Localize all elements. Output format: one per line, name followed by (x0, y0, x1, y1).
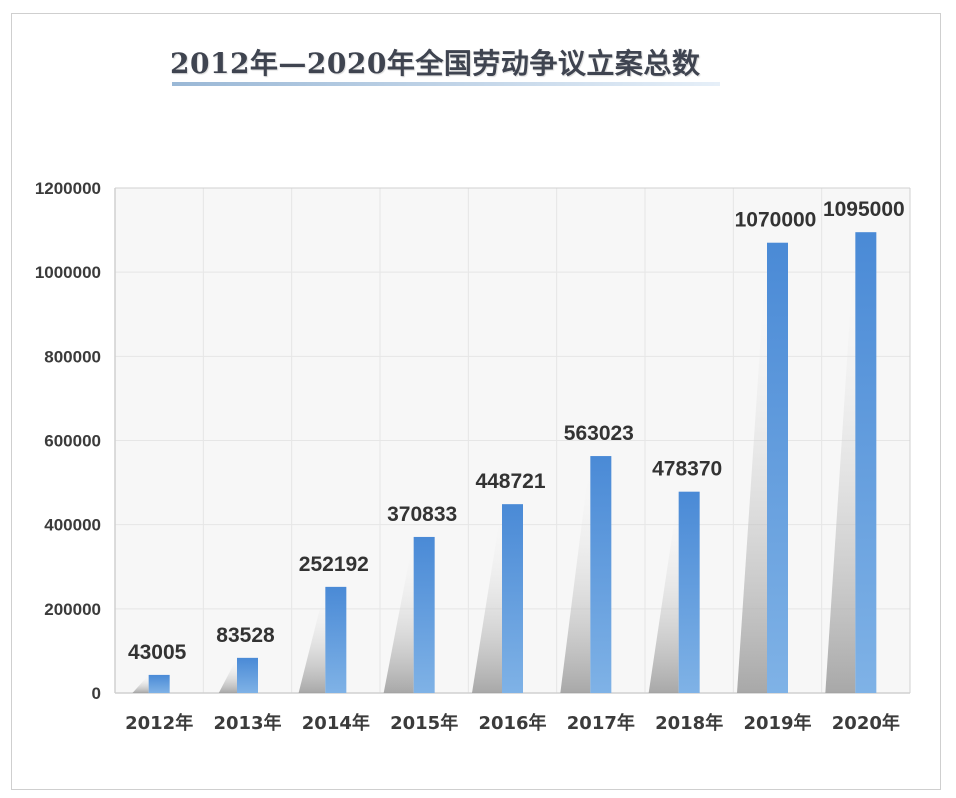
bars (148, 232, 877, 694)
chart-title: 2012年—2020年全国劳动争议立案总数 (170, 47, 701, 80)
bar (325, 586, 347, 693)
x-category-label: 2017年 (567, 712, 635, 734)
data-label: 43005 (128, 641, 187, 664)
bar (590, 456, 612, 693)
bar (855, 232, 877, 693)
x-category-label: 2012年 (125, 712, 193, 734)
bar-shadow (132, 674, 149, 693)
bar (767, 242, 788, 694)
bar-shadow (383, 536, 414, 693)
y-tick-label: 600000 (44, 432, 101, 451)
x-category-label: 2020年 (832, 712, 900, 734)
x-category-label: 2018年 (655, 712, 723, 734)
y-tick-label: 1000000 (35, 263, 101, 282)
bar-shadow (825, 232, 856, 693)
y-tick-label: 0 (92, 684, 101, 703)
data-label: 1095000 (823, 198, 905, 221)
x-category-label: 2013年 (213, 712, 281, 734)
data-label: 478370 (652, 458, 722, 481)
title-underline (172, 82, 720, 86)
x-category-label: 2019年 (743, 712, 811, 734)
data-label: 448721 (475, 470, 545, 493)
bar-shadows (132, 232, 856, 694)
x-category-label: 2015年 (390, 712, 458, 734)
data-label: 563023 (564, 422, 634, 445)
bar (148, 674, 170, 693)
bar (502, 504, 523, 693)
data-label: 252192 (299, 553, 369, 576)
bar-shadow (472, 504, 502, 693)
bar-shadow (218, 657, 237, 693)
x-category-label: 2016年 (478, 712, 546, 734)
data-label: 1070000 (735, 209, 817, 232)
bar-shadow (737, 242, 767, 694)
data-label: 83528 (216, 624, 275, 647)
data-labels: 43005 83528 252192 370833 448721 563023 478370… (128, 198, 905, 664)
bar (237, 657, 258, 693)
bar (413, 536, 435, 693)
y-tick-label: 400000 (44, 516, 101, 535)
bar (678, 491, 700, 693)
x-axis-categories: 2012年 2013年 2014年 2015年 2016年 2017年 2018年 2019年… (125, 712, 900, 734)
y-tick-label: 200000 (44, 600, 101, 619)
bar-shadow (298, 586, 326, 693)
bar-shadow (560, 456, 591, 693)
x-category-label: 2014年 (302, 712, 370, 734)
bar-shadow (648, 491, 679, 693)
y-tick-label: 1200000 (35, 179, 101, 198)
data-label: 370833 (387, 503, 457, 526)
y-axis-ticks: 0 200000 400000 600000 800000 1000000 1200000 (35, 179, 101, 703)
y-tick-label: 800000 (44, 347, 101, 366)
